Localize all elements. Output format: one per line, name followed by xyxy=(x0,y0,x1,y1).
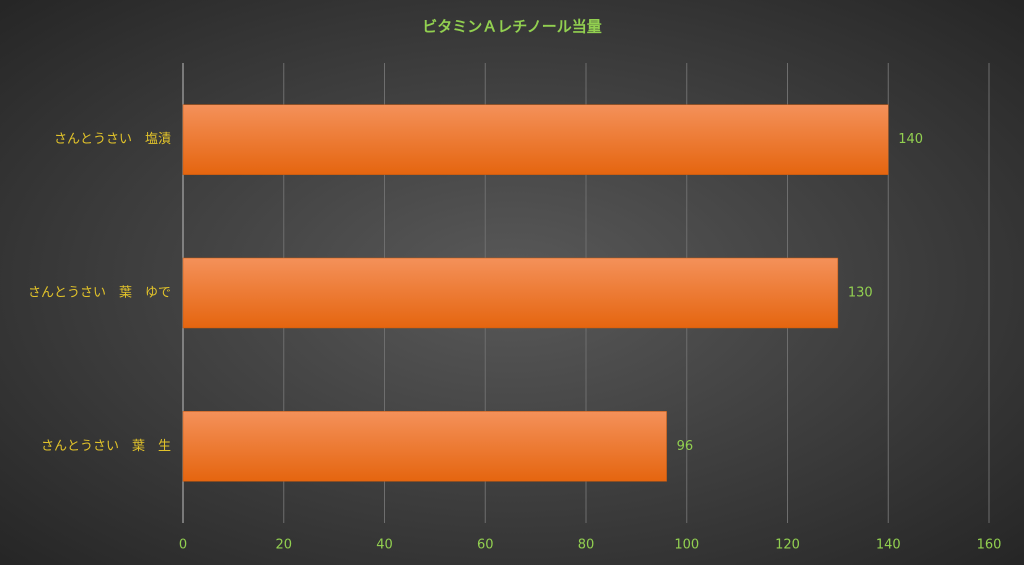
y-tick-label: さんとうさい 葉 ゆで xyxy=(28,286,171,301)
x-tick-label: 40 xyxy=(376,538,393,553)
bar xyxy=(182,104,889,175)
value-label: 130 xyxy=(848,286,873,301)
x-tick-label: 160 xyxy=(977,538,1002,553)
chart-title: ビタミンＡレチノール当量 xyxy=(422,18,602,36)
x-tick-label: 140 xyxy=(876,538,901,553)
x-tick-label: 80 xyxy=(578,538,595,553)
x-tick-label: 60 xyxy=(477,538,494,553)
x-tick-label: 120 xyxy=(775,538,800,553)
x-tick-label: 100 xyxy=(674,538,699,553)
x-tick-label: 20 xyxy=(275,538,292,553)
y-tick-label: さんとうさい 塩漬 xyxy=(54,132,171,147)
value-label: 140 xyxy=(898,132,923,147)
bar xyxy=(182,411,667,482)
bar xyxy=(182,257,839,329)
value-label: 96 xyxy=(677,439,694,454)
x-tick-label: 0 xyxy=(179,538,187,553)
y-tick-label: さんとうさい 葉 生 xyxy=(41,439,171,454)
